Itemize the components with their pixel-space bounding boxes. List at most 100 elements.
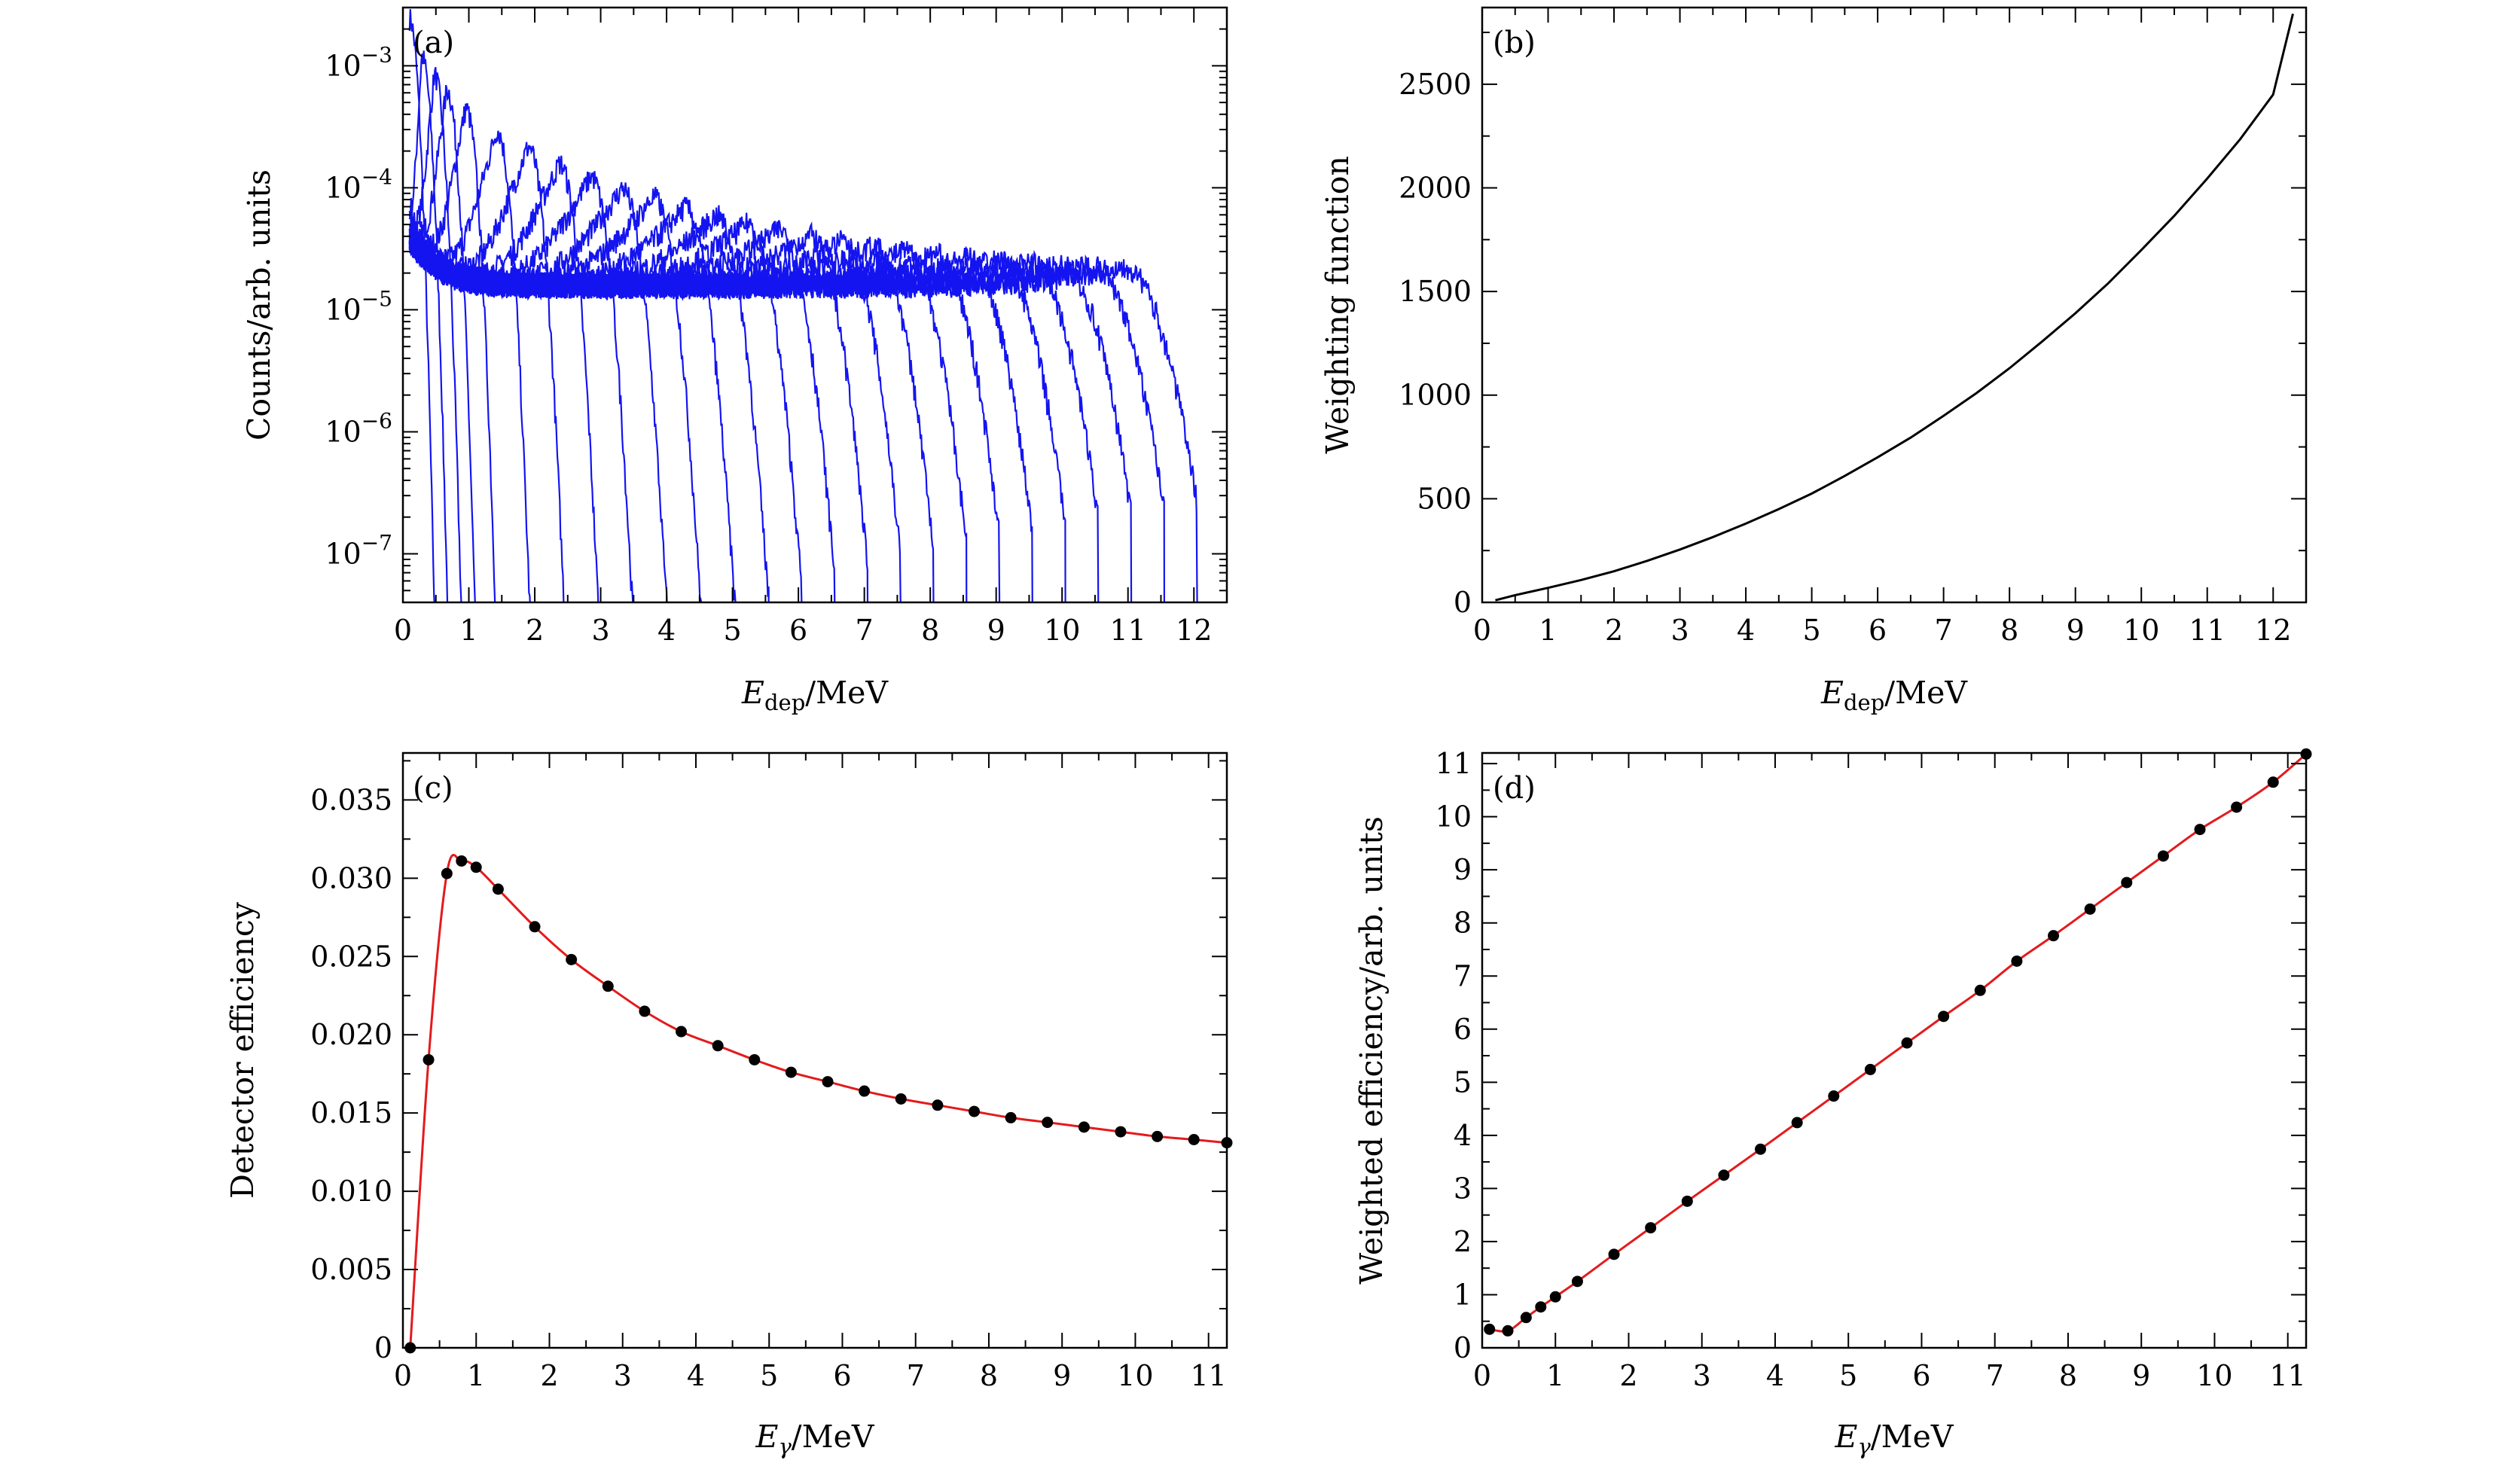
panel-b-xtick-label: 11	[2189, 614, 2226, 647]
panel-d-data-point	[1645, 1222, 1657, 1234]
panel-c-data-point	[859, 1085, 871, 1097]
panel-d-xtick-label: 4	[1766, 1359, 1784, 1392]
panel-d-xtick-label: 8	[2059, 1359, 2077, 1392]
panel-c-data-point	[749, 1053, 761, 1065]
panel-b-ytick-label: 500	[1417, 482, 1472, 515]
panel-d-data-point	[2121, 876, 2133, 888]
panel-a-frame	[401, 6, 1228, 604]
panel-a-xlabel-main: E	[741, 675, 764, 711]
panel-d-xtick-label: 1	[1546, 1359, 1564, 1392]
panel-c-ytick-label: 0.035	[310, 783, 392, 816]
panel-b-xtick-label: 0	[1473, 614, 1491, 647]
panel-d-ytick-label: 11	[1435, 747, 1472, 780]
weighting-curve	[1495, 13, 2294, 602]
panel-c-ticks: 0 1 2 3 4 5 6 7 8 9 10 11 0 0.005 0.010 0.015 0.020 0.025…	[310, 753, 1227, 1392]
panel-c-xtick-label: 0	[394, 1359, 412, 1392]
panel-a-ytick-exponent: −5	[362, 286, 392, 311]
panel-b-xtick-label: 9	[2067, 614, 2085, 647]
panel-b-xtick-label: 1	[1539, 614, 1557, 647]
panel-c-ytick-label: 0.020	[310, 1018, 392, 1051]
panel-a-xtick-label: 12	[1176, 614, 1212, 647]
panel-d-xlabel: Eγ/MeV	[1835, 1419, 1954, 1459]
spectrum-line	[408, 66, 462, 602]
panel-a-xlabel-sub: dep	[764, 690, 805, 715]
panel-c-xlabel: Eγ/MeV	[755, 1419, 875, 1459]
panel-c-xtick-label: 2	[540, 1359, 558, 1392]
panel-b-tag: (b)	[1493, 26, 1536, 60]
panel-a-plot-area	[408, 9, 1198, 602]
panel-b-xtick-label: 8	[2000, 614, 2018, 647]
panel-b-frame	[1481, 6, 2308, 604]
panel-c-xtick-label: 10	[1117, 1359, 1153, 1392]
panel-c-xtick-label: 8	[980, 1359, 998, 1392]
panel-c-ytick-label: 0.005	[310, 1253, 392, 1286]
panel-c-frame	[401, 751, 1228, 1349]
panel-d-data-point	[2011, 956, 2023, 967]
panel-d-data-point	[1828, 1090, 1840, 1102]
panel-d-ylabel: Weighted efficiency/arb. units	[1353, 816, 1390, 1285]
panel-b-xtick-label: 2	[1605, 614, 1623, 647]
panel-d-xtick-label: 0	[1473, 1359, 1491, 1392]
panel-c-ytick-label: 0.030	[310, 861, 392, 895]
panel-b-ylabel: Weighting function	[1319, 156, 1356, 454]
panel-c-data-point	[712, 1040, 724, 1052]
panel-d-data-point	[1608, 1248, 1620, 1260]
panel-d-ytick-label: 6	[1454, 1013, 1472, 1046]
panel-d-xtick-label: 3	[1693, 1359, 1711, 1392]
panel-c-data-point	[822, 1076, 834, 1088]
panel-d-xtick-label: 7	[1986, 1359, 2004, 1392]
panel-d-data-point	[2194, 824, 2206, 836]
panel-c-ytick-label: 0	[374, 1331, 392, 1364]
panel-a-xtick-label: 11	[1110, 614, 1146, 647]
panel-c-ytick-label: 0.025	[310, 940, 392, 973]
panel-c-xtick-label: 5	[760, 1359, 778, 1392]
panel-c-data-point	[785, 1066, 797, 1078]
panel-b-plot-area	[1495, 13, 2294, 602]
panel-d-xtick-label: 9	[2132, 1359, 2150, 1392]
panel-b-ytick-label: 1000	[1399, 379, 1472, 412]
panel-d-xtick-label: 10	[2196, 1359, 2232, 1392]
panel-c: 0 1 2 3 4 5 6 7 8 9 10 11 0 0.005 0.010 0.015 0.020 0.025…	[224, 751, 1233, 1459]
panel-d-plot-area	[1484, 748, 2312, 1337]
panel-c-data-point	[456, 855, 468, 867]
panel-d-frame	[1481, 751, 2308, 1349]
panel-a-ytick-exponent: −6	[362, 408, 392, 433]
panel-c-data-point	[566, 953, 578, 965]
panel-d-data-point	[1549, 1291, 1561, 1303]
panel-d-data-point	[1502, 1324, 1514, 1337]
panel-a-ylabel: Counts/arb. units	[241, 169, 277, 440]
panel-c-xtick-label: 4	[687, 1359, 705, 1392]
spectrum-line	[408, 9, 435, 602]
panel-c-data-point	[602, 980, 614, 992]
panel-d-data-point	[1938, 1010, 1950, 1023]
panel-d-data-point	[1520, 1312, 1532, 1324]
panel-d-data-point	[1681, 1195, 1693, 1207]
panel-d-ytick-label: 0	[1454, 1331, 1472, 1364]
panel-c-data-point	[470, 861, 482, 873]
panel-a-xtick-label: 8	[921, 614, 939, 647]
panel-a-series-group	[408, 9, 1198, 602]
panel-d-ytick-label: 3	[1454, 1172, 1472, 1205]
panel-d-data-point	[1535, 1301, 1547, 1313]
panel-d-data-point	[1755, 1143, 1767, 1155]
panel-b-xtick-label: 12	[2255, 614, 2291, 647]
panel-a-xtick-label: 4	[657, 614, 676, 647]
panel-c-ytick-label: 0.015	[310, 1096, 392, 1129]
panel-a-tag: (a)	[413, 26, 454, 60]
panel-b-xtick-label: 7	[1935, 614, 1953, 647]
panel-b-xtick-label: 5	[1803, 614, 1821, 647]
panel-c-data-point	[529, 921, 541, 933]
panel-d-ytick-label: 5	[1454, 1065, 1472, 1099]
panel-d-data-point	[1974, 984, 1986, 996]
panel-c-xlabel-sub: γ	[778, 1434, 792, 1459]
panel-c-xtick-label: 11	[1191, 1359, 1227, 1392]
panel-c-xtick-label: 3	[614, 1359, 632, 1392]
panel-d-ytick-label: 2	[1454, 1225, 1472, 1258]
panel-b-ytick-label: 0	[1454, 586, 1472, 619]
panel-b-xlabel-main: E	[1820, 675, 1844, 711]
panel-a-xlabel: Edep/MeV	[741, 675, 889, 715]
